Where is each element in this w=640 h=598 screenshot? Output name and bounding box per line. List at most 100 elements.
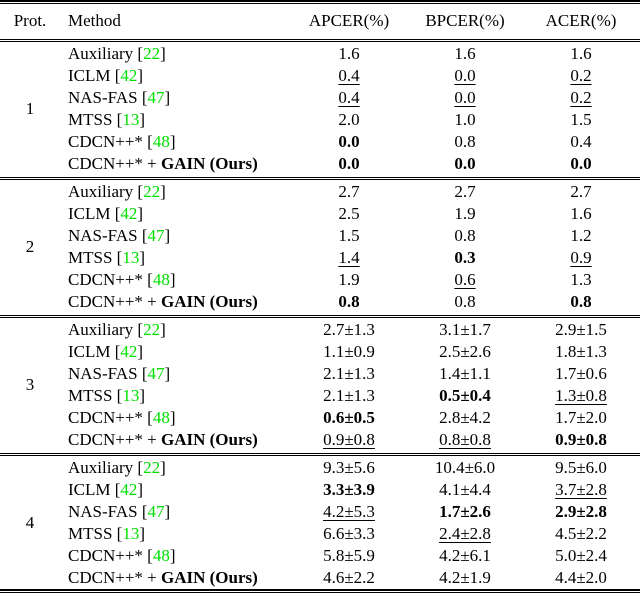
metric-value: 6.6±3.3 <box>323 524 375 543</box>
citation-link[interactable]: 13 <box>122 248 140 267</box>
metric-value: 2.4±2.8 <box>439 524 491 543</box>
metric-value: 1.0 <box>454 110 476 129</box>
metric-value: 0.4 <box>570 132 592 151</box>
method-cell: ICLM [42] <box>68 204 144 223</box>
metric-value: 2.5 <box>338 204 360 223</box>
metric-value: 0.2 <box>570 88 592 107</box>
citation-link[interactable]: 48 <box>152 546 170 565</box>
method-cell: CDCN++* + GAIN (Ours) <box>68 568 258 587</box>
metric-value: 0.0 <box>570 154 592 173</box>
citation-link[interactable]: 48 <box>152 408 170 427</box>
citation-link[interactable]: 13 <box>122 110 140 129</box>
citation-link[interactable]: 47 <box>147 88 165 107</box>
table-top-rule <box>0 0 640 4</box>
metric-value: 1.5 <box>338 226 360 245</box>
table-row: ICLM [42] 1.1±0.9 2.5±2.6 1.8±1.3 <box>0 341 640 363</box>
metric-value: 4.5±2.2 <box>555 524 607 543</box>
table-row: MTSS [13] 1.4 0.3 0.9 <box>0 247 640 269</box>
metric-value: 1.1±0.9 <box>323 342 375 361</box>
metric-value: 1.9 <box>338 270 360 289</box>
table-row: 2 Auxiliary [22] 2.7 2.7 2.7 <box>0 181 640 256</box>
metric-value: 2.9±1.5 <box>555 320 607 339</box>
header-separator <box>0 37 640 43</box>
metric-value: 4.2±5.3 <box>323 502 375 521</box>
method-cell: ICLM [42] <box>68 480 144 499</box>
method-cell: Auxiliary [22] <box>68 44 166 63</box>
citation-link[interactable]: 48 <box>152 132 170 151</box>
citation-link[interactable]: 47 <box>147 502 165 521</box>
block-separator <box>0 175 640 181</box>
table-row: CDCN++* [48] 1.9 0.6 1.3 <box>0 269 640 291</box>
metric-value: 1.4 <box>338 248 360 267</box>
col-header-apcer: APCER(%) <box>308 10 390 30</box>
metric-value: 0.0 <box>454 154 476 173</box>
table-row: CDCN++* + GAIN (Ours) 0.9±0.8 0.8±0.8 0.9±0… <box>0 429 640 451</box>
citation-link[interactable]: 42 <box>120 66 138 85</box>
metric-value: 9.3±5.6 <box>323 458 375 477</box>
metric-value: 1.6 <box>570 44 592 63</box>
citation-link[interactable]: 13 <box>122 386 140 405</box>
protocol-number: 2 <box>25 237 35 256</box>
citation-link[interactable]: 22 <box>143 458 161 477</box>
citation-link[interactable]: 22 <box>143 182 161 201</box>
table-bottom-rule <box>0 589 640 593</box>
citation-link[interactable]: 22 <box>143 320 161 339</box>
metric-value: 1.8±1.3 <box>555 342 607 361</box>
table-row: NAS-FAS [47] 1.5 0.8 1.2 <box>0 225 640 247</box>
table-row: CDCN++* [48] 0.6±0.5 2.8±4.2 1.7±2.0 <box>0 407 640 429</box>
table-row: NAS-FAS [47] 0.4 0.0 0.2 <box>0 87 640 109</box>
results-table: Prot. Method APCER(%) BPCER(%) ACER(%) 1… <box>0 4 640 589</box>
citation-link[interactable]: 42 <box>120 204 138 223</box>
citation-link[interactable]: 42 <box>120 480 138 499</box>
table-row: CDCN++* [48] 0.0 0.8 0.4 <box>0 131 640 153</box>
citation-link[interactable]: 47 <box>147 226 165 245</box>
metric-value: 5.0±2.4 <box>555 546 607 565</box>
method-cell: ICLM [42] <box>68 66 144 85</box>
citation-link[interactable]: 22 <box>143 44 161 63</box>
metric-value: 4.2±1.9 <box>439 568 491 587</box>
metric-value: 4.6±2.2 <box>323 568 375 587</box>
metric-value: 0.0 <box>454 88 476 107</box>
method-cell: Auxiliary [22] <box>68 320 166 339</box>
metric-value: 2.1±1.3 <box>323 364 375 383</box>
metric-value: 2.1±1.3 <box>323 386 375 405</box>
metric-value: 9.5±6.0 <box>555 458 607 477</box>
metric-value: 3.1±1.7 <box>439 320 491 339</box>
metric-value: 0.4 <box>338 66 360 85</box>
method-cell: CDCN++* + GAIN (Ours) <box>68 154 258 173</box>
table-row: 4 Auxiliary [22] 9.3±5.6 10.4±6.0 9.5±6.0 <box>0 457 640 532</box>
metric-value: 0.0 <box>338 154 360 173</box>
protocol-number: 1 <box>25 99 35 118</box>
header-row: Prot. Method APCER(%) BPCER(%) ACER(%) <box>0 4 640 37</box>
metric-value: 1.4±1.1 <box>439 364 491 383</box>
citation-link[interactable]: 13 <box>122 524 140 543</box>
citation-link[interactable]: 42 <box>120 342 138 361</box>
metric-value: 0.8 <box>454 132 476 151</box>
table-row: ICLM [42] 2.5 1.9 1.6 <box>0 203 640 225</box>
col-header-bpcer: BPCER(%) <box>425 10 505 30</box>
method-cell: CDCN++* [48] <box>68 270 176 289</box>
method-cell: MTSS [13] <box>68 248 146 267</box>
metric-value: 1.7±2.0 <box>555 408 607 427</box>
method-cell: NAS-FAS [47] <box>68 88 171 107</box>
method-cell: MTSS [13] <box>68 524 146 543</box>
metric-value: 0.5±0.4 <box>439 386 491 405</box>
metric-value: 1.7±0.6 <box>555 364 607 383</box>
method-name-bold: GAIN (Ours) <box>161 154 258 173</box>
citation-link[interactable]: 47 <box>147 364 165 383</box>
metric-value: 0.4 <box>338 88 360 107</box>
metric-value: 1.3 <box>570 270 592 289</box>
col-header-prot: Prot. <box>13 10 47 30</box>
col-header-acer: ACER(%) <box>545 10 617 30</box>
method-cell: MTSS [13] <box>68 386 146 405</box>
table-row: MTSS [13] 2.1±1.3 0.5±0.4 1.3±0.8 <box>0 385 640 407</box>
metric-value: 2.9±2.8 <box>555 502 607 521</box>
metric-value: 0.6±0.5 <box>323 408 375 427</box>
method-cell: NAS-FAS [47] <box>68 364 171 383</box>
citation-link[interactable]: 48 <box>152 270 170 289</box>
metric-value: 0.3 <box>454 248 476 267</box>
metric-value: 2.5±2.6 <box>439 342 491 361</box>
metric-value: 2.8±4.2 <box>439 408 491 427</box>
metric-value: 0.0 <box>454 66 476 85</box>
metric-value: 1.2 <box>570 226 592 245</box>
